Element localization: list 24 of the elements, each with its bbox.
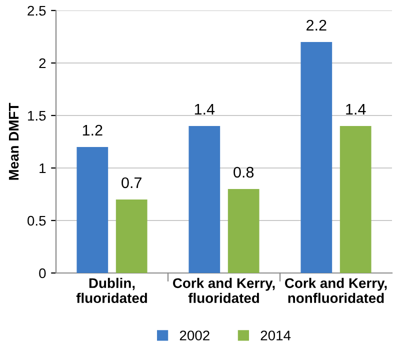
- legend-label: 2002: [180, 330, 210, 340]
- bar: [300, 42, 332, 273]
- y-tick-label: 0: [39, 268, 46, 278]
- bar: [116, 200, 148, 273]
- y-tick-label: 2.5: [28, 6, 46, 16]
- data-label: 1.4: [194, 104, 215, 114]
- bar: [228, 189, 260, 273]
- y-tick-label: 1: [40, 163, 46, 174]
- y-axis-title: Mean DMFT: [8, 102, 19, 180]
- y-tick-label: 0.5: [28, 216, 46, 226]
- data-label: 0.7: [122, 177, 142, 188]
- data-label: 0.8: [234, 166, 254, 178]
- y-tick-label: 1.5: [28, 110, 46, 121]
- bar: [76, 147, 108, 273]
- bar: [188, 126, 220, 273]
- data-label: 1.2: [82, 124, 102, 136]
- x-tick-label: Dublin, fluoridated: [76, 278, 147, 304]
- data-label: 2.2: [306, 20, 326, 30]
- data-label: 1.4: [346, 104, 366, 114]
- legend-label: 2014: [260, 330, 291, 340]
- x-tick-label: Cork and Kerry, nonfluoridated: [284, 278, 387, 304]
- y-tick-label: 2: [39, 58, 46, 68]
- bar: [340, 126, 372, 273]
- x-tick-label: Cork and Kerry, fluoridated: [172, 278, 275, 304]
